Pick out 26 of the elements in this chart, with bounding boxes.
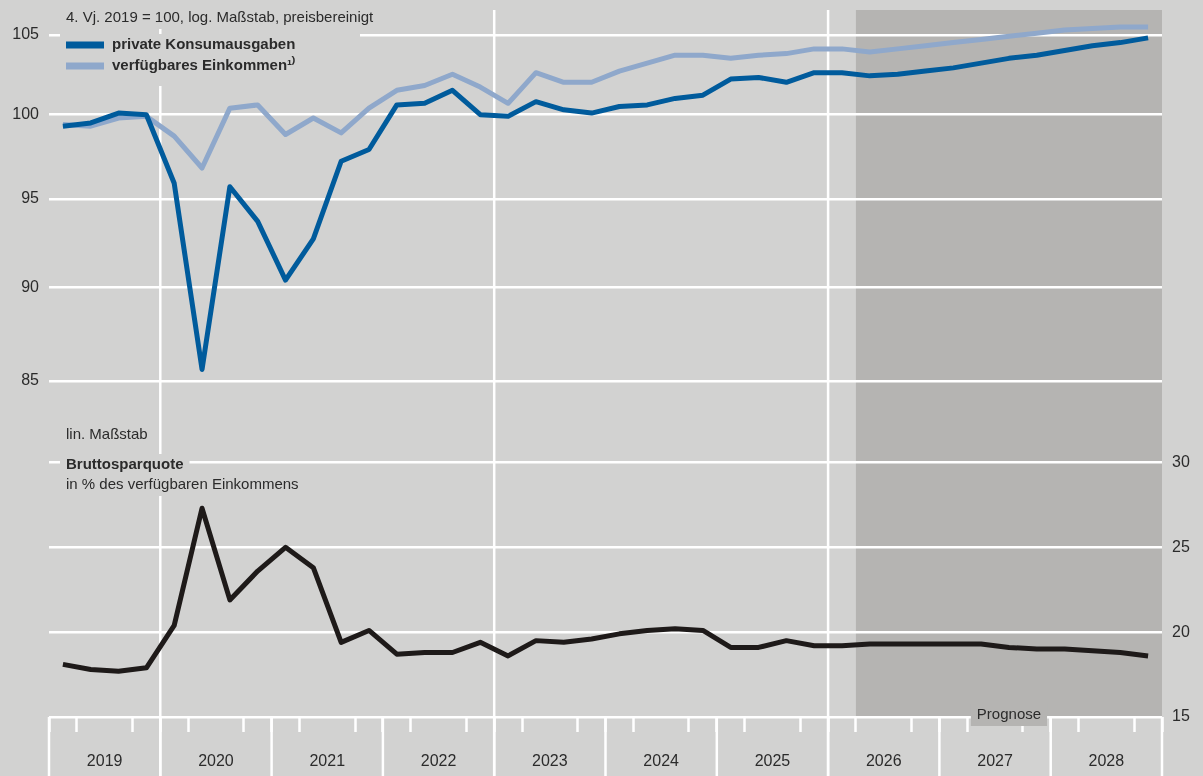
x-tick-label: 2020: [198, 752, 234, 770]
y2-tick-label: 15: [1172, 707, 1190, 725]
y-tick-label: 105: [12, 25, 40, 43]
x-tick-label: 2026: [865, 752, 902, 770]
y-axis-title: 4. Vj. 2019 = 100, log. Maßstab, preisbereinigt: [66, 8, 375, 26]
y-tick-label: 100: [12, 105, 40, 123]
annotation: lin. Maßstab: [66, 425, 148, 443]
band-label: Prognose: [976, 705, 1042, 723]
y2-tick-label: 20: [1172, 622, 1190, 640]
x-tick-label: 2022: [420, 752, 457, 770]
x-tick-label: 2028: [1088, 752, 1125, 770]
y-tick-label: 90: [21, 277, 40, 295]
x-tick-label: 2024: [643, 752, 680, 770]
y-axis-title: in % des verfügbaren Einkommens: [66, 475, 299, 493]
text: Bruttosparquote: [66, 455, 184, 473]
y2-tick-label: 25: [1172, 537, 1190, 555]
x-tick-label: 2019: [86, 752, 123, 770]
x-tick-label: 2025: [754, 752, 791, 770]
y2-tick-label: 30: [1172, 452, 1190, 470]
x-tick-label: 2021: [309, 752, 346, 770]
y-tick-label: 85: [21, 371, 40, 389]
x-tick-label: 2027: [977, 752, 1013, 770]
x-tick-label: 2023: [532, 752, 568, 770]
legend-label: private Konsumausgaben: [112, 35, 296, 53]
legend-label: verfügbares Einkommen¹⁾: [112, 56, 296, 74]
y-tick-label: 95: [21, 189, 40, 207]
